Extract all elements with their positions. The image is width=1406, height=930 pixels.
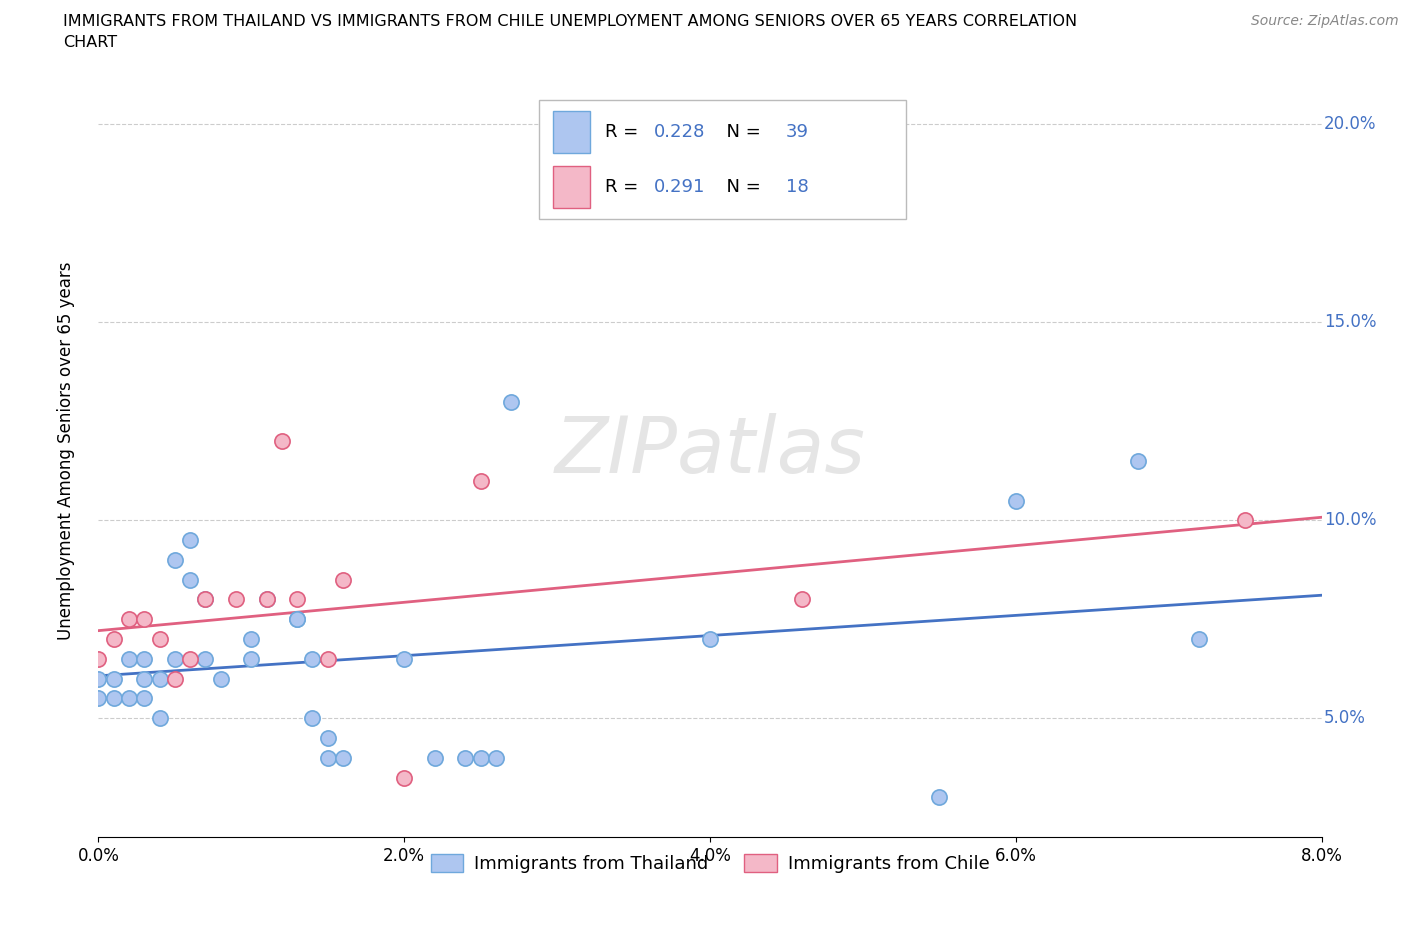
Point xyxy=(1234,512,1257,527)
Text: 0.291: 0.291 xyxy=(654,179,706,196)
Point xyxy=(316,731,339,746)
Text: 18: 18 xyxy=(786,179,808,196)
Text: Source: ZipAtlas.com: Source: ZipAtlas.com xyxy=(1251,14,1399,28)
Point xyxy=(285,612,308,627)
Point xyxy=(316,651,339,666)
FancyBboxPatch shape xyxy=(538,100,905,219)
Point xyxy=(470,473,492,488)
Point xyxy=(179,651,201,666)
Point xyxy=(392,770,416,785)
Point xyxy=(316,751,339,765)
Text: R =: R = xyxy=(605,179,644,196)
Text: 39: 39 xyxy=(786,123,808,141)
Point xyxy=(87,651,110,666)
Point xyxy=(270,433,294,448)
Point xyxy=(103,671,125,686)
Point xyxy=(301,651,323,666)
Point xyxy=(1128,454,1150,469)
Point xyxy=(149,631,172,646)
Point xyxy=(256,592,278,607)
Text: 20.0%: 20.0% xyxy=(1324,115,1376,134)
Point xyxy=(332,572,354,587)
Point xyxy=(209,671,232,686)
Point xyxy=(163,552,186,567)
Bar xyxy=(554,111,591,153)
Point xyxy=(1188,631,1211,646)
Point xyxy=(194,592,217,607)
Point xyxy=(256,592,278,607)
Point xyxy=(501,394,523,409)
Legend: Immigrants from Thailand, Immigrants from Chile: Immigrants from Thailand, Immigrants fro… xyxy=(422,844,998,882)
Text: N =: N = xyxy=(714,123,766,141)
Point xyxy=(790,592,813,607)
Point xyxy=(134,651,156,666)
Point xyxy=(285,592,308,607)
Point xyxy=(194,592,217,607)
Point xyxy=(103,631,125,646)
Text: 0.228: 0.228 xyxy=(654,123,706,141)
Text: 10.0%: 10.0% xyxy=(1324,512,1376,529)
Point xyxy=(194,651,217,666)
Point xyxy=(118,691,141,706)
Point xyxy=(87,671,110,686)
Point xyxy=(240,631,263,646)
Point xyxy=(454,751,477,765)
Point xyxy=(103,691,125,706)
Text: 15.0%: 15.0% xyxy=(1324,313,1376,331)
Point xyxy=(163,651,186,666)
Point xyxy=(118,651,141,666)
Point xyxy=(163,671,186,686)
Point xyxy=(423,751,446,765)
Point xyxy=(179,572,201,587)
Point xyxy=(149,711,172,725)
Point xyxy=(332,751,354,765)
Text: CHART: CHART xyxy=(63,35,117,50)
Point xyxy=(240,651,263,666)
Point xyxy=(134,612,156,627)
Point xyxy=(179,533,201,548)
Point xyxy=(392,651,416,666)
Point xyxy=(928,790,950,804)
Bar xyxy=(554,166,591,208)
Point xyxy=(470,751,492,765)
Point xyxy=(134,691,156,706)
Point xyxy=(134,671,156,686)
Point xyxy=(485,751,508,765)
Point xyxy=(301,711,323,725)
Point xyxy=(87,691,110,706)
Text: IMMIGRANTS FROM THAILAND VS IMMIGRANTS FROM CHILE UNEMPLOYMENT AMONG SENIORS OVE: IMMIGRANTS FROM THAILAND VS IMMIGRANTS F… xyxy=(63,14,1077,29)
Y-axis label: Unemployment Among Seniors over 65 years: Unemployment Among Seniors over 65 years xyxy=(56,262,75,640)
Point xyxy=(285,612,308,627)
Point xyxy=(149,671,172,686)
Text: R =: R = xyxy=(605,123,644,141)
Point xyxy=(1004,493,1026,508)
Point xyxy=(225,592,247,607)
Text: ZIPatlas: ZIPatlas xyxy=(554,413,866,489)
Text: N =: N = xyxy=(714,179,766,196)
Text: 5.0%: 5.0% xyxy=(1324,710,1367,727)
Point xyxy=(118,612,141,627)
Point xyxy=(699,631,721,646)
